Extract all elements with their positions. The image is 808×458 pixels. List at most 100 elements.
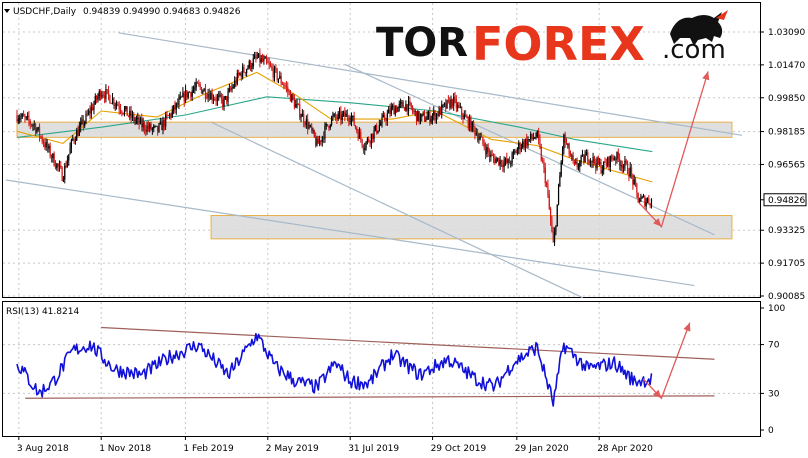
candle-body [575,162,577,164]
candle-body [244,72,246,74]
candle-body [425,120,427,122]
candle-body [137,117,139,120]
candle-body [553,232,556,243]
candle-body [341,114,343,121]
candle-body [530,133,532,139]
candle-body [155,125,157,127]
candle-body [101,94,103,98]
candle-body [195,82,197,88]
candle-body [354,125,357,128]
candle-body [646,198,649,202]
candle-body [557,186,560,205]
candle-body [121,111,123,114]
candle-body [613,157,615,160]
candle-body [54,165,57,169]
candle-body [522,141,524,148]
candle-body [426,116,428,121]
candle-body [462,114,464,119]
candle-body [305,119,307,126]
candle-body [345,113,347,117]
candle-body [479,136,481,139]
candle-body [271,66,273,69]
candle-body [269,64,272,67]
candle-body [617,152,619,159]
candle-body [24,116,26,118]
torforex-logo: TOR FOREX .com [376,10,728,71]
candle-body [518,143,520,150]
candle-body [222,98,224,107]
candle-body [304,122,306,126]
candle-body [600,162,602,173]
candle-body [275,67,277,70]
candle-body [414,111,416,113]
candle-body [44,143,46,148]
candle-body [490,154,492,158]
candle-body [240,73,242,78]
candle-body [210,92,212,100]
candle-body [279,75,281,79]
candle-body [267,61,269,64]
candle-body [471,121,473,132]
candle-body [611,155,613,160]
candle-body [453,96,455,107]
candle-body [183,92,185,102]
candle-body [370,133,372,144]
price-tick-label: 0.96565 [768,160,805,170]
candle-body [291,94,293,102]
candle-body [563,134,565,150]
candle-body [328,126,330,129]
candle-body [645,201,647,207]
candle-body [76,130,78,141]
candle-body [372,133,374,140]
candle-body [154,125,156,127]
candle-body [433,111,435,116]
candle-body [368,138,370,142]
candle-body [248,61,250,68]
rsi-axis: 100 70 30 0 [760,304,785,436]
candle-body [649,203,651,205]
candle-body [469,117,471,128]
candle-body [515,151,517,154]
candle-body [212,99,215,101]
candle-body [285,86,288,88]
candle-body [280,75,282,84]
candle-body [220,94,222,99]
candle-body [451,99,453,107]
candle-body [442,104,444,106]
logo-forex: FOREX [472,17,645,71]
candle-body [190,92,192,97]
candle-body [349,120,351,122]
candle-body [62,179,65,181]
candle-body [143,122,146,130]
candle-body [642,196,645,198]
candle-body [548,194,550,209]
candle-body [560,161,562,176]
candle-body [86,113,88,115]
candle-body [427,111,430,117]
candle-body [153,126,155,129]
candle-body [105,89,107,99]
candle-body [182,92,184,98]
candle-body [142,122,144,128]
candle-body [434,111,436,121]
candle-body [559,175,561,187]
candle-body [288,91,290,93]
candle-body [48,145,50,149]
candle-body [243,66,245,73]
ma-fast-line [16,71,653,183]
candle-body [502,164,504,168]
candle-body [56,163,58,169]
candle-body [538,131,540,140]
dropdown-triangle-icon[interactable] [4,9,10,13]
candle-body [264,57,266,59]
bull-icon [670,10,728,46]
candle-body [252,58,254,67]
candle-body [403,107,406,111]
candle-body [591,160,593,163]
candle-body [204,88,207,98]
rsi-title: RSI(13) 41.8214 [6,307,79,317]
candle-body [157,125,159,132]
candle-body [380,123,382,126]
candle-body [255,55,257,58]
